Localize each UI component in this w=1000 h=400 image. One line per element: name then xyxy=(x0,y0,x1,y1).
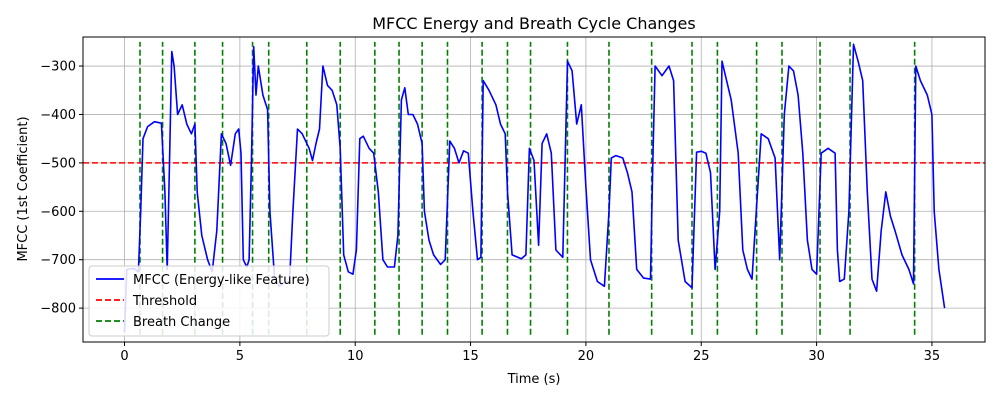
x-tick-label: 0 xyxy=(120,349,128,364)
legend-label-breath-change: Breath Change xyxy=(133,315,230,330)
y-tick-label: −800 xyxy=(40,302,76,317)
x-tick-label: 35 xyxy=(924,349,941,364)
legend-box xyxy=(88,265,330,337)
legend-label-threshold: Threshold xyxy=(132,294,197,309)
y-tick-label: −700 xyxy=(40,253,76,268)
y-tick-label: −500 xyxy=(40,156,76,171)
plot-frame xyxy=(82,36,986,343)
x-axis-label: Time (s) xyxy=(507,372,561,387)
x-tick-label: 25 xyxy=(693,349,710,364)
y-tick-label: −300 xyxy=(40,60,76,75)
y-axis-label: MFCC (1st Coefficient) xyxy=(16,116,31,261)
x-tick-label: 15 xyxy=(462,349,479,364)
chart-title: MFCC Energy and Breath Cycle Changes xyxy=(372,14,695,33)
legend-label-mfcc: MFCC (Energy-like Feature) xyxy=(133,273,310,288)
axis-ticks: 0 5 10 15 20 25 30 35 −800 −700 −600 −500 −400 −300 xyxy=(40,60,940,364)
y-tick-label: −400 xyxy=(40,108,76,123)
legend: MFCC (Energy-like Feature) Threshold Bre… xyxy=(88,265,330,337)
mfcc-series-group xyxy=(123,43,946,333)
mfcc-series-line xyxy=(123,43,946,333)
x-tick-label: 5 xyxy=(236,349,244,364)
y-tick-label: −600 xyxy=(40,205,76,220)
x-tick-label: 20 xyxy=(578,349,595,364)
x-tick-label: 30 xyxy=(808,349,825,364)
x-tick-label: 10 xyxy=(347,349,364,364)
